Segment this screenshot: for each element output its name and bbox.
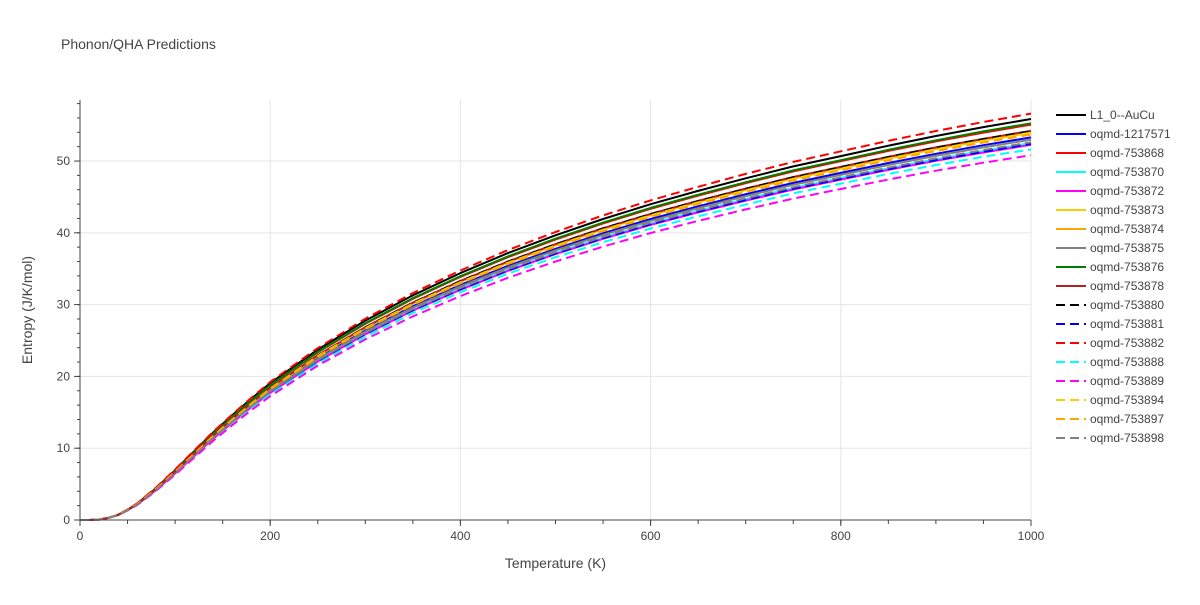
legend-item[interactable]: oqmd-753878: [1056, 279, 1164, 293]
legend-label: oqmd-753876: [1090, 260, 1164, 274]
legend-label: oqmd-753878: [1090, 279, 1164, 293]
legend-item[interactable]: oqmd-753872: [1056, 184, 1164, 198]
series-line-oqmd-753898[interactable]: [80, 141, 1032, 521]
y-tick-label: 10: [57, 441, 71, 455]
legend-label: oqmd-753870: [1090, 165, 1164, 179]
legend-item[interactable]: L1_0--AuCu: [1056, 108, 1155, 122]
legend-item[interactable]: oqmd-753888: [1056, 355, 1164, 369]
legend-label: oqmd-753874: [1090, 222, 1164, 236]
x-tick-label: 1000: [1018, 529, 1045, 543]
legend-item[interactable]: oqmd-753897: [1056, 412, 1164, 426]
legend-item[interactable]: oqmd-753876: [1056, 260, 1164, 274]
legend-item[interactable]: oqmd-753889: [1056, 374, 1164, 388]
legend-item[interactable]: oqmd-753874: [1056, 222, 1164, 236]
legend-label: oqmd-753882: [1090, 336, 1164, 350]
chart-title: Phonon/QHA Predictions: [61, 36, 216, 52]
x-tick-label: 400: [450, 529, 470, 543]
plot-area: [80, 100, 1031, 520]
legend-label: L1_0--AuCu: [1090, 108, 1155, 122]
x-tick-label: 0: [77, 529, 84, 543]
y-tick-label: 50: [57, 154, 71, 168]
y-tick-label: 0: [63, 513, 70, 527]
legend-item[interactable]: oqmd-753882: [1056, 336, 1164, 350]
legend-item[interactable]: oqmd-753870: [1056, 165, 1164, 179]
x-tick-label: 200: [260, 529, 280, 543]
y-tick-label: 30: [57, 298, 71, 312]
legend-label: oqmd-753873: [1090, 203, 1164, 217]
y-tick-label: 40: [57, 226, 71, 240]
legend-label: oqmd-753881: [1090, 317, 1164, 331]
legend-label: oqmd-753880: [1090, 298, 1164, 312]
legend-item[interactable]: oqmd-753898: [1056, 431, 1164, 445]
legend-item[interactable]: oqmd-1217571: [1056, 127, 1171, 141]
legend-item[interactable]: oqmd-753881: [1056, 317, 1164, 331]
y-tick-label: 20: [57, 369, 71, 383]
y-axis-title: Entropy (J/K/mol): [19, 256, 35, 364]
legend-item[interactable]: oqmd-753873: [1056, 203, 1164, 217]
x-tick-label: 800: [831, 529, 851, 543]
legend-item[interactable]: oqmd-753894: [1056, 393, 1164, 407]
legend: L1_0--AuCu oqmd-1217571 oqmd-753868 oqmd-75…: [1056, 108, 1171, 445]
legend-label: oqmd-753898: [1090, 431, 1164, 445]
legend-label: oqmd-753889: [1090, 374, 1164, 388]
legend-label: oqmd-753897: [1090, 412, 1164, 426]
legend-item[interactable]: oqmd-753880: [1056, 298, 1164, 312]
legend-label: oqmd-753894: [1090, 393, 1164, 407]
legend-label: oqmd-753888: [1090, 355, 1164, 369]
legend-item[interactable]: oqmd-753875: [1056, 241, 1164, 255]
x-tick-label: 600: [641, 529, 661, 543]
x-axis-title: Temperature (K): [505, 555, 606, 571]
legend-label: oqmd-753875: [1090, 241, 1164, 255]
legend-item[interactable]: oqmd-753868: [1056, 146, 1164, 160]
series-group: [80, 112, 1032, 521]
legend-label: oqmd-1217571: [1090, 127, 1171, 141]
legend-label: oqmd-753868: [1090, 146, 1164, 160]
legend-label: oqmd-753872: [1090, 184, 1164, 198]
